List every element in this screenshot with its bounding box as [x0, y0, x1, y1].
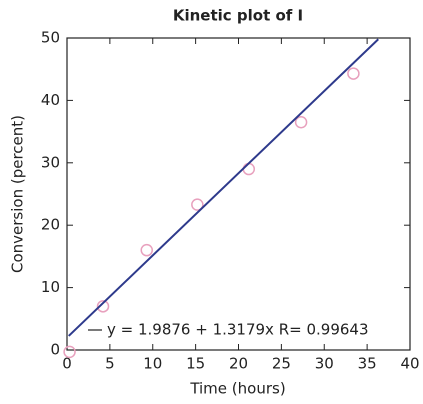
point — [63, 345, 76, 359]
point — [347, 67, 360, 80]
y-tick-label: 20 — [41, 216, 60, 234]
y-tick-label: 40 — [41, 91, 60, 109]
y-tick-label: 0 — [50, 341, 60, 359]
point — [242, 162, 256, 176]
x-tick-label: 0 — [62, 355, 72, 373]
y-tick-label: 10 — [41, 278, 60, 296]
x-axis-label: Time (hours) — [189, 380, 285, 398]
point — [96, 300, 110, 313]
plot-frame — [66, 37, 411, 351]
point — [191, 198, 204, 211]
legend-label: y = 1.9876 + 1.3179x R= 0.99643 — [107, 321, 369, 339]
x-tick-label: 25 — [272, 355, 291, 373]
point — [294, 115, 308, 129]
point — [140, 243, 153, 257]
x-tick-label: 20 — [229, 355, 248, 373]
y-axis-label: Conversion (percent) — [9, 115, 27, 273]
y-tick-label: 30 — [41, 153, 60, 171]
x-tick-label: 5 — [105, 355, 115, 373]
fit-line — [68, 38, 379, 337]
x-tick-label: 35 — [358, 355, 377, 373]
x-tick-label: 40 — [400, 355, 419, 373]
x-tick-label: 10 — [143, 355, 162, 373]
chart-title: Kinetic plot of I — [173, 7, 303, 25]
x-tick-label: 30 — [315, 355, 334, 373]
y-tick-label: 50 — [41, 29, 60, 47]
x-tick-label: 15 — [186, 355, 205, 373]
